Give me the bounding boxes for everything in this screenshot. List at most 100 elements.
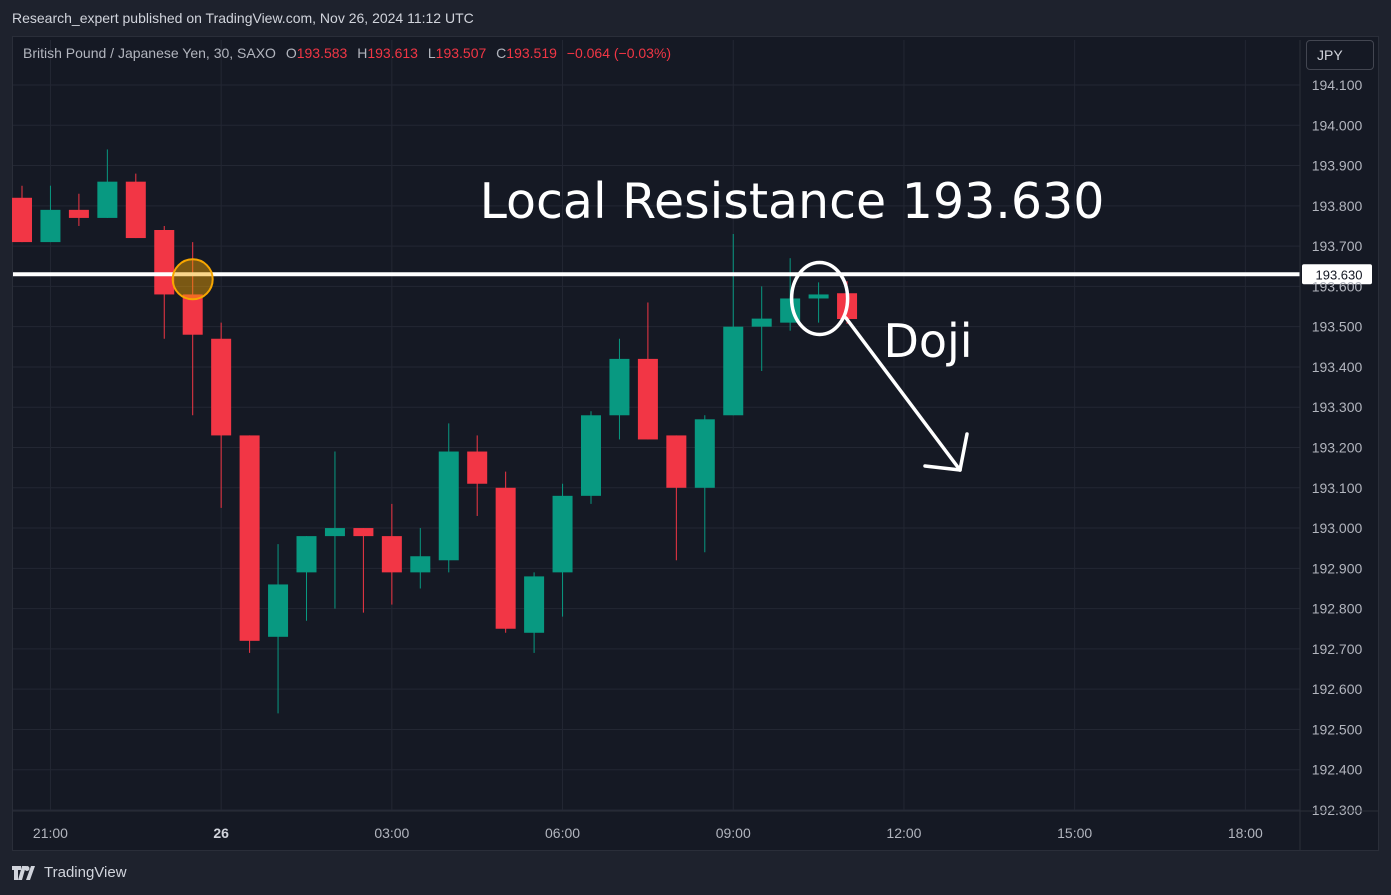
resistance-annotation: Local Resistance 193.630 — [480, 173, 1105, 230]
candle-body — [524, 576, 545, 633]
y-tick-label: 193.600 — [1312, 278, 1363, 294]
candle-body — [268, 584, 289, 637]
candle-down — [211, 322, 232, 508]
candle-down — [182, 242, 203, 416]
breakout-highlight-circle — [171, 258, 214, 301]
candle-body — [723, 326, 744, 416]
candle-body — [12, 197, 32, 243]
candle-up — [808, 282, 829, 323]
candle-body — [381, 536, 402, 573]
y-tick-label: 194.000 — [1312, 117, 1363, 133]
symbol-name: British Pound / Japanese Yen, 30, SAXO — [23, 45, 276, 61]
candle-body — [239, 435, 260, 641]
candle-body — [751, 318, 772, 327]
y-tick-label: 192.300 — [1312, 802, 1363, 818]
x-tick-label: 15:00 — [1057, 825, 1092, 841]
open-label: O — [285, 45, 297, 61]
candle-up — [324, 451, 345, 609]
candle-up — [723, 234, 744, 416]
y-tick-label: 193.500 — [1312, 319, 1363, 335]
candle-body — [438, 451, 459, 561]
candle-down — [68, 193, 89, 226]
candle-body — [808, 294, 829, 299]
y-tick-label: 193.300 — [1312, 399, 1363, 415]
candle-down — [637, 302, 658, 440]
y-tick-label: 192.600 — [1312, 681, 1363, 697]
candle-down — [125, 173, 146, 239]
symbol-legend: British Pound / Japanese Yen, 30, SAXO O… — [23, 45, 671, 61]
candle-down — [12, 185, 32, 243]
x-tick-label: 18:00 — [1228, 825, 1263, 841]
candle-up — [438, 423, 459, 573]
candle-body — [353, 528, 374, 537]
y-tick-label: 193.400 — [1312, 359, 1363, 375]
candle-body — [467, 451, 488, 484]
resistance-price-label: 193.630 — [1316, 267, 1363, 282]
y-tick-label: 194.100 — [1312, 77, 1363, 93]
close-value: 193.519 — [506, 45, 557, 61]
candle-up — [581, 411, 601, 504]
y-tick-label: 193.700 — [1312, 238, 1363, 254]
y-tick-label: 192.400 — [1312, 762, 1363, 778]
y-tick-label: 193.900 — [1312, 158, 1363, 174]
currency-button[interactable]: JPY — [1306, 40, 1374, 70]
candle-body — [666, 435, 687, 488]
low-value: 193.507 — [435, 45, 487, 61]
candle-body — [211, 338, 232, 436]
candle-body — [495, 487, 516, 629]
x-tick-label: 06:00 — [545, 825, 580, 841]
y-tick-label: 192.500 — [1312, 721, 1363, 737]
high-value: 193.613 — [367, 45, 418, 61]
candle-down — [154, 225, 175, 339]
y-tick-label: 193.100 — [1312, 480, 1363, 496]
candle-body — [637, 358, 658, 440]
x-tick-label: 09:00 — [716, 825, 751, 841]
close-label: C — [496, 45, 507, 61]
y-tick-label: 192.800 — [1312, 601, 1363, 617]
low-label: L — [427, 45, 436, 61]
tradingview-logo-icon — [12, 865, 35, 880]
candle-down — [353, 528, 374, 613]
candle-down — [666, 435, 687, 561]
open-value: 193.583 — [296, 45, 348, 61]
tradingview-brand[interactable]: TradingView — [12, 864, 127, 881]
resistance-price-tag — [1302, 264, 1372, 285]
x-tick-label: 03:00 — [374, 825, 409, 841]
candle-down — [467, 435, 488, 516]
candle-body — [182, 294, 203, 335]
candle-up — [751, 286, 772, 371]
candle-up — [694, 415, 715, 553]
down-arrow-head — [923, 432, 969, 472]
candle-down — [381, 503, 402, 605]
y-tick-label: 192.700 — [1312, 641, 1363, 657]
candle-up — [40, 185, 61, 243]
y-tick-label: 193.000 — [1312, 520, 1363, 536]
candle-body — [410, 556, 431, 573]
doji-ellipse — [789, 260, 850, 337]
candle-body — [296, 536, 317, 573]
x-tick-label: 12:00 — [886, 825, 921, 841]
candle-body — [68, 209, 89, 218]
change-value: −0.064 (−0.03%) — [566, 45, 672, 61]
candle-body — [324, 528, 345, 537]
candle-body — [552, 495, 573, 573]
candle-body — [154, 230, 175, 295]
candle-up — [296, 536, 317, 621]
x-tick-label: 21:00 — [33, 825, 68, 841]
candle-up — [97, 149, 118, 218]
doji-label: Doji — [883, 314, 972, 368]
candle-up — [609, 338, 630, 440]
candle-down — [495, 471, 516, 633]
y-tick-label: 193.800 — [1312, 198, 1363, 214]
down-arrow-shaft — [844, 316, 962, 472]
x-tick-label: 26 — [213, 825, 229, 841]
candle-body — [97, 181, 118, 218]
y-tick-label: 193.200 — [1312, 440, 1363, 456]
brand-name: TradingView — [44, 864, 127, 881]
axes-group: 194.100 194.000 193.900 193.800 193.700 193.6… — [13, 40, 1378, 850]
candle-up — [268, 544, 289, 714]
publish-info: Research_expert published on TradingView… — [12, 10, 474, 26]
candle-body — [609, 358, 630, 416]
candle-body — [581, 415, 601, 496]
